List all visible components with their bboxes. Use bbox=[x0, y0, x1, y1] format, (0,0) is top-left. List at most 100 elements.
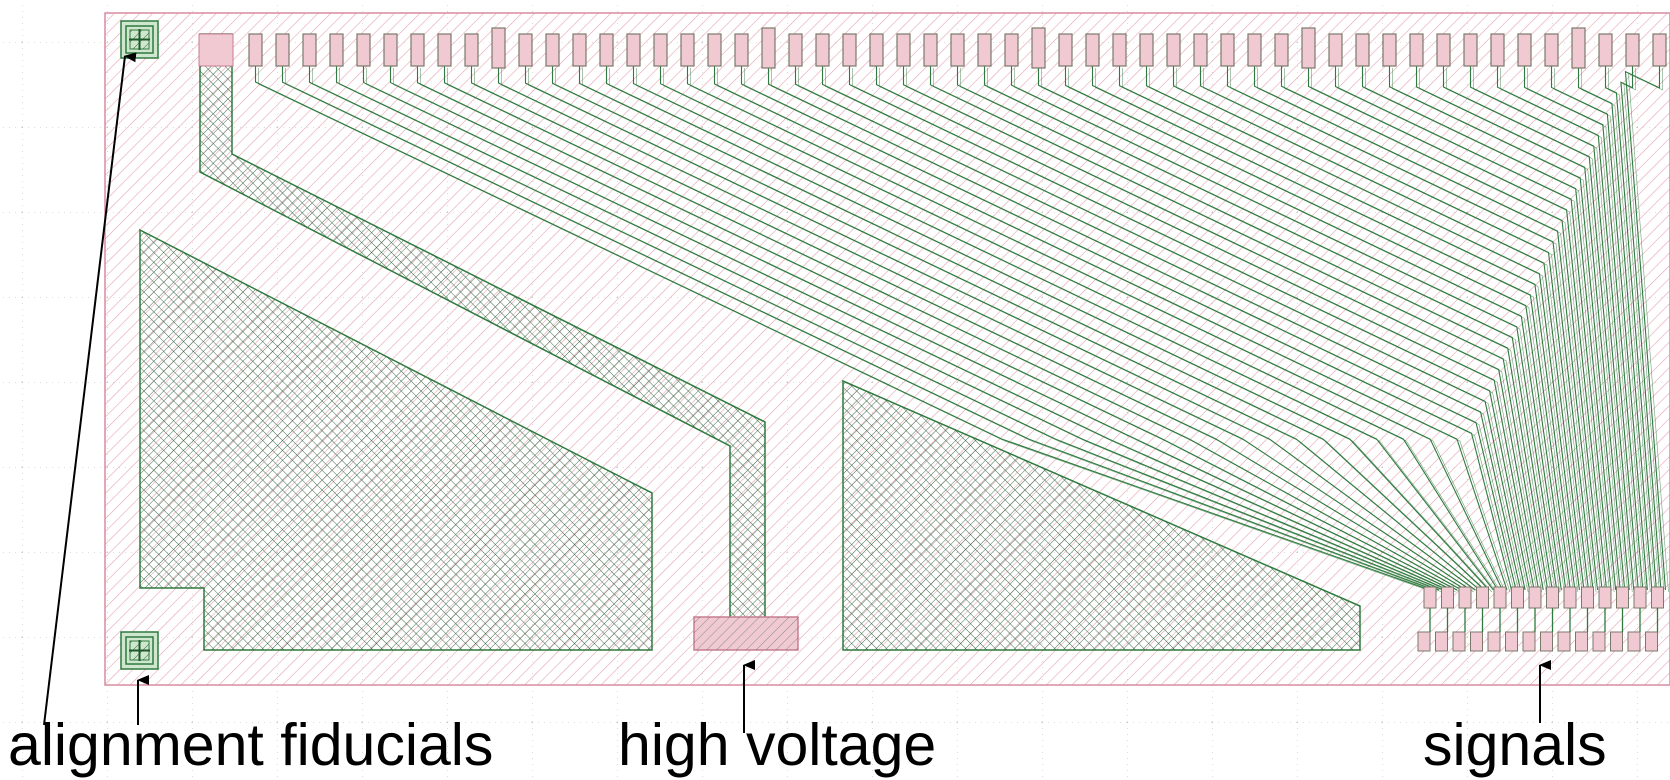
signal-trace-edge bbox=[1554, 68, 1651, 593]
label-high-voltage: high voltage bbox=[618, 712, 936, 778]
signal-trace-edge bbox=[1392, 68, 1624, 593]
top-pad bbox=[788, 33, 803, 67]
top-pad bbox=[518, 33, 533, 67]
signal-trace-edge bbox=[501, 68, 1474, 593]
signal-trace-edge bbox=[339, 68, 1447, 593]
signal-pad-lower bbox=[1505, 631, 1518, 652]
signal-trace bbox=[605, 66, 1490, 591]
signal-pad-upper bbox=[1546, 586, 1559, 609]
signal-trace bbox=[1145, 66, 1580, 591]
top-pad bbox=[734, 33, 749, 67]
signal-trace bbox=[416, 66, 1458, 591]
label-alignment-fiducials: alignment fiducials bbox=[8, 712, 493, 778]
signal-trace bbox=[929, 66, 1544, 591]
signal-pad-upper bbox=[1458, 586, 1472, 609]
signal-trace-edge bbox=[987, 68, 1556, 593]
signal-trace-edge bbox=[393, 68, 1456, 593]
top-pad bbox=[653, 33, 668, 67]
top-pad bbox=[356, 33, 371, 67]
signal-trace-edge bbox=[1095, 68, 1574, 593]
top-pad bbox=[1571, 27, 1586, 69]
signal-trace bbox=[1037, 66, 1562, 591]
top-pad bbox=[1166, 33, 1181, 67]
signal-trace-edge bbox=[258, 68, 1434, 593]
signal-trace bbox=[1523, 66, 1644, 591]
top-pad bbox=[1355, 33, 1370, 67]
signal-trace-edge bbox=[744, 68, 1515, 593]
signal-pad-upper bbox=[1616, 586, 1629, 609]
signal-trace-edge bbox=[933, 68, 1547, 593]
top-pad bbox=[626, 33, 641, 67]
signal-trace bbox=[281, 66, 1435, 591]
top-pad bbox=[977, 33, 992, 67]
signal-trace-edge bbox=[1500, 68, 1642, 593]
top-pad bbox=[869, 33, 884, 67]
top-pad bbox=[1031, 27, 1046, 69]
signal-trace bbox=[1226, 66, 1594, 591]
signal-pad-lower bbox=[1540, 631, 1553, 652]
signal-trace-edge bbox=[312, 68, 1443, 593]
signal-trace bbox=[335, 66, 1444, 591]
signal-pad-lower bbox=[1557, 631, 1571, 652]
top-pad bbox=[1625, 33, 1640, 67]
top-pad bbox=[1139, 33, 1154, 67]
top-pad bbox=[572, 33, 587, 67]
arrow-to-top-fiducial bbox=[43, 52, 137, 726]
signal-trace bbox=[1442, 66, 1630, 591]
signal-trace-edge bbox=[1527, 68, 1647, 593]
signal-trace-edge bbox=[1628, 68, 1669, 593]
signal-trace bbox=[1624, 66, 1667, 591]
signal-trace-edge bbox=[852, 68, 1533, 593]
top-pad bbox=[896, 33, 911, 67]
signal-trace bbox=[1118, 66, 1576, 591]
signal-trace bbox=[794, 66, 1522, 591]
signal-trace-edge bbox=[1203, 68, 1592, 593]
signal-trace-edge bbox=[771, 68, 1520, 593]
top-pad bbox=[545, 33, 560, 67]
signal-trace-edge bbox=[609, 68, 1493, 593]
signal-trace-edge bbox=[663, 68, 1502, 593]
signal-trace-edge bbox=[1176, 68, 1588, 593]
signal-trace bbox=[1253, 66, 1599, 591]
top-pad bbox=[680, 33, 695, 67]
signal-trace-edge bbox=[879, 68, 1538, 593]
signal-trace bbox=[362, 66, 1449, 591]
signal-pad-lower bbox=[1592, 631, 1606, 652]
signal-trace bbox=[1307, 66, 1608, 591]
signal-trace bbox=[740, 66, 1513, 591]
signal-pad-lower bbox=[1522, 631, 1536, 652]
top-pad bbox=[1274, 33, 1289, 67]
top-pad bbox=[1085, 33, 1100, 67]
signal-trace-edge bbox=[555, 68, 1484, 593]
signal-trace bbox=[686, 66, 1503, 591]
signal-trace bbox=[902, 66, 1540, 591]
signal-trace bbox=[1064, 66, 1567, 591]
signal-trace bbox=[632, 66, 1494, 591]
top-pad bbox=[1220, 33, 1235, 67]
signal-trace bbox=[1199, 66, 1590, 591]
top-pad bbox=[383, 33, 398, 67]
top-pad bbox=[248, 33, 263, 67]
top-pad bbox=[1328, 33, 1343, 67]
signal-trace bbox=[821, 66, 1526, 591]
signal-trace-edge bbox=[1230, 68, 1597, 593]
signal-trace-edge bbox=[906, 68, 1542, 593]
top-pad bbox=[329, 33, 344, 67]
signal-pad-upper bbox=[1511, 586, 1524, 609]
top-pad bbox=[1463, 33, 1478, 67]
signal-trace bbox=[1550, 66, 1648, 591]
signal-traces bbox=[254, 66, 1669, 593]
signal-pad-lower bbox=[1610, 631, 1623, 652]
top-pad bbox=[923, 33, 938, 67]
fiducial-top bbox=[120, 20, 159, 59]
signal-trace-edge bbox=[420, 68, 1461, 593]
top-pad bbox=[815, 33, 830, 67]
top-pad bbox=[1436, 33, 1451, 67]
bottom-pad-rows bbox=[1417, 586, 1664, 652]
signal-trace bbox=[956, 66, 1549, 591]
signal-trace-edge bbox=[1473, 68, 1638, 593]
signal-pad-lower bbox=[1452, 631, 1466, 652]
top-pad bbox=[1652, 33, 1667, 67]
signal-trace bbox=[254, 66, 1431, 591]
fiducial-bottom bbox=[120, 631, 159, 670]
